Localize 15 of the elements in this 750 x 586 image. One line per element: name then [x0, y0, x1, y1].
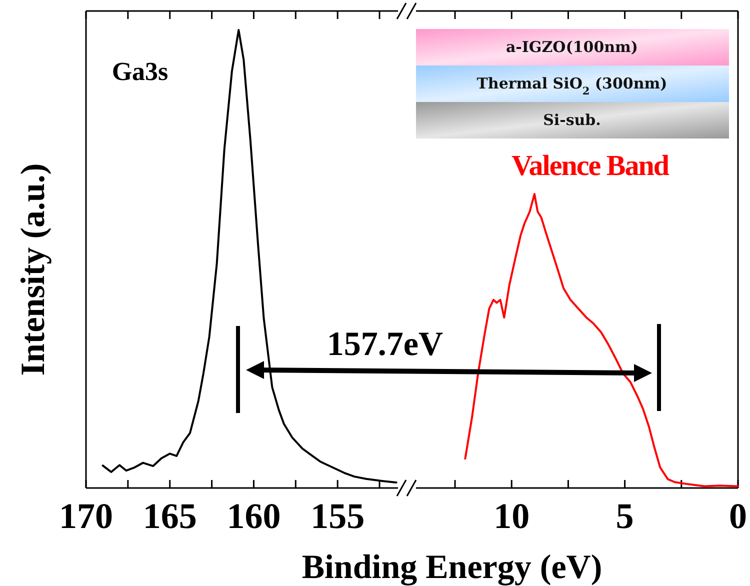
text: a-IGZO(100nm) — [506, 38, 638, 56]
x-tick-label: 0 — [729, 496, 747, 536]
x-axis-title: Binding Energy (eV) — [302, 549, 602, 586]
x-tick-label: 5 — [616, 496, 634, 536]
text: Thermal SiO$_{2}$ (300nm) — [476, 74, 668, 98]
annotation: 157.7eV — [326, 326, 444, 363]
x-tick-label: 170 — [59, 496, 113, 536]
annotation: Ga3s — [112, 57, 168, 86]
x-tick-label: 10 — [494, 496, 530, 536]
x-tick-label: 165 — [142, 496, 197, 536]
text: Si-sub. — [543, 111, 601, 129]
text: Valence Band — [512, 150, 670, 182]
x-tick-label: 160 — [226, 496, 281, 536]
x-tick-label: 155 — [310, 496, 365, 536]
y-axis-title: Intensity (a.u.) — [15, 163, 52, 376]
